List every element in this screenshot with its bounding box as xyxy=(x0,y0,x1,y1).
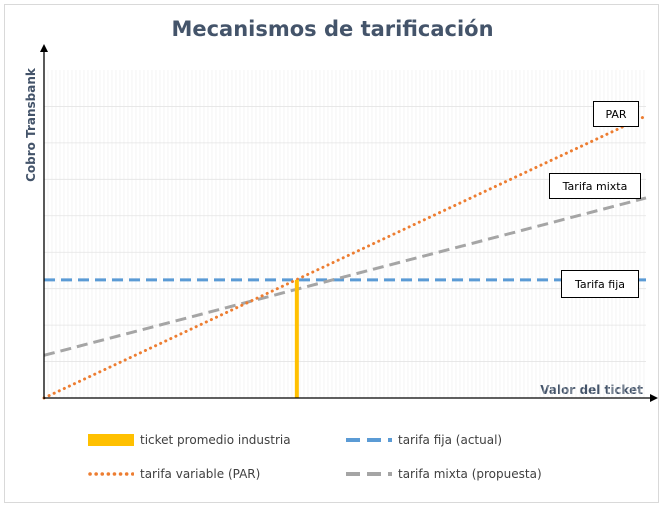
x-axis-arrow xyxy=(650,394,658,402)
legend-label: ticket promedio industria xyxy=(140,433,291,447)
legend-swatch-tarifa-fija xyxy=(346,434,392,446)
callout-par: PAR xyxy=(593,101,639,127)
legend-swatch-tarifa-mixta xyxy=(346,468,392,480)
legend-item-tarifa-mixta: tarifa mixta (propuesta) xyxy=(346,464,542,484)
legend-swatch-ticket-promedio xyxy=(88,434,134,446)
legend-item-tarifa-fija: tarifa fija (actual) xyxy=(346,430,502,450)
y-axis-arrow xyxy=(40,44,48,52)
legend-item-tarifa-variable: tarifa variable (PAR) xyxy=(88,464,260,484)
legend-item-ticket-promedio: ticket promedio industria xyxy=(88,430,291,450)
chart-frame xyxy=(4,4,659,503)
callout-tarifa-fija: Tarifa fija xyxy=(561,270,639,298)
legend-swatch-tarifa-variable xyxy=(88,468,134,480)
callout-tarifa-mixta: Tarifa mixta xyxy=(549,173,641,199)
series-line-tarifa-variable-par xyxy=(42,114,648,400)
x-axis-label: Valor del ticket xyxy=(540,383,643,397)
legend-label: tarifa fija (actual) xyxy=(398,433,503,447)
chart-legend: ticket promedio industria tarifa fija (a… xyxy=(88,428,588,488)
legend-label: tarifa mixta (propuesta) xyxy=(398,467,542,481)
legend-label: tarifa variable (PAR) xyxy=(140,467,261,481)
chart-title: Mecanismos de tarificación xyxy=(171,17,494,41)
series-line-tarifa-mixta-propuesta xyxy=(43,196,647,357)
